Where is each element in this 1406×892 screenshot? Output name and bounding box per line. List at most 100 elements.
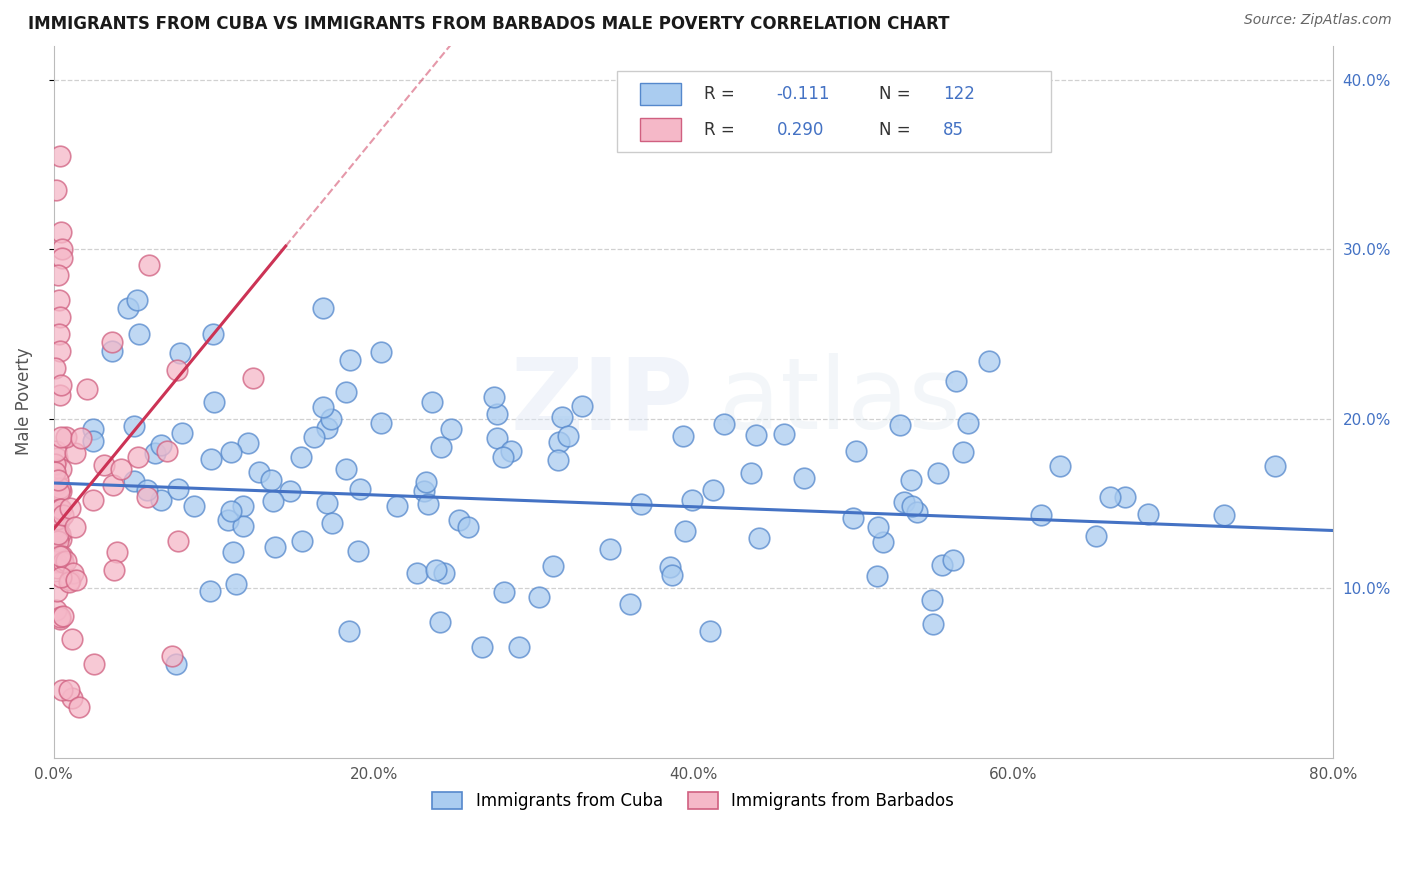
Point xyxy=(46,450,69,465)
Text: N =: N = xyxy=(879,85,915,103)
Point xyxy=(942,552,965,566)
Point xyxy=(952,445,974,459)
Point xyxy=(44,465,66,479)
Point xyxy=(370,416,392,430)
Point xyxy=(262,494,284,508)
Point xyxy=(51,461,73,475)
Point xyxy=(232,519,254,533)
Point xyxy=(792,470,814,484)
Point xyxy=(44,360,66,375)
Point xyxy=(62,566,84,581)
Point xyxy=(482,390,505,404)
Point xyxy=(52,609,75,624)
Point xyxy=(49,343,72,358)
Point xyxy=(845,443,868,458)
Point xyxy=(492,450,515,464)
Point xyxy=(551,409,574,424)
Point xyxy=(1213,508,1236,523)
Point xyxy=(713,417,735,431)
Point xyxy=(457,520,479,534)
Point xyxy=(337,624,360,638)
Point xyxy=(93,458,115,472)
Point xyxy=(45,555,67,569)
Point xyxy=(44,503,66,517)
Text: atlas: atlas xyxy=(718,353,960,450)
Point xyxy=(45,519,67,533)
Text: 85: 85 xyxy=(942,120,963,138)
Point xyxy=(260,473,283,487)
Point xyxy=(44,508,66,523)
Point xyxy=(900,473,922,487)
Point xyxy=(76,382,98,396)
Point xyxy=(316,421,339,435)
Point xyxy=(49,310,72,324)
Point xyxy=(49,481,72,495)
Point xyxy=(321,412,343,426)
Point xyxy=(429,440,451,454)
Point xyxy=(143,446,166,460)
Point xyxy=(48,326,70,341)
Point xyxy=(138,259,160,273)
Point xyxy=(82,434,104,449)
Point xyxy=(83,657,105,672)
Point xyxy=(45,532,67,546)
Point xyxy=(58,575,80,590)
Point xyxy=(471,640,494,655)
Point xyxy=(44,466,66,480)
Point xyxy=(927,466,949,480)
Point xyxy=(922,617,945,632)
Point xyxy=(1049,458,1071,473)
Point xyxy=(415,475,437,489)
Point xyxy=(149,492,172,507)
Point xyxy=(547,434,569,449)
Point xyxy=(945,374,967,388)
Point xyxy=(52,555,75,569)
Point xyxy=(49,533,72,547)
Point xyxy=(901,499,924,513)
Point xyxy=(55,554,77,568)
Point xyxy=(312,301,335,316)
Point xyxy=(347,543,370,558)
Point xyxy=(1084,529,1107,543)
Point xyxy=(222,545,245,559)
Text: ZIP: ZIP xyxy=(510,353,693,450)
Point xyxy=(202,395,225,409)
Point xyxy=(165,657,187,672)
Point xyxy=(48,293,70,307)
Point xyxy=(681,492,703,507)
Point xyxy=(312,400,335,414)
Point xyxy=(508,640,530,655)
Y-axis label: Male Poverty: Male Poverty xyxy=(15,348,32,456)
Point xyxy=(46,512,69,526)
Point xyxy=(773,427,796,442)
Point xyxy=(264,540,287,554)
Point xyxy=(1264,459,1286,474)
Text: 0.290: 0.290 xyxy=(776,120,824,138)
Point xyxy=(105,545,128,559)
Point xyxy=(842,510,865,524)
Point xyxy=(49,149,72,163)
Point xyxy=(219,445,242,459)
Point xyxy=(51,682,73,697)
Point xyxy=(740,466,762,480)
Point xyxy=(921,593,943,607)
Point xyxy=(46,527,69,541)
Point xyxy=(1137,507,1160,521)
Point xyxy=(956,417,979,431)
Point xyxy=(485,407,508,421)
Text: R =: R = xyxy=(703,120,740,138)
Point xyxy=(135,490,157,504)
Point xyxy=(219,504,242,518)
Point xyxy=(745,427,768,442)
Point xyxy=(200,452,222,467)
Point xyxy=(170,425,193,440)
Point xyxy=(44,516,66,531)
Point xyxy=(529,590,551,604)
Legend: Immigrants from Cuba, Immigrants from Barbados: Immigrants from Cuba, Immigrants from Ba… xyxy=(426,786,960,817)
Point xyxy=(58,682,80,697)
Point xyxy=(302,430,325,444)
Point xyxy=(418,497,440,511)
Point xyxy=(440,422,463,436)
Point xyxy=(541,559,564,574)
Point xyxy=(52,508,75,522)
